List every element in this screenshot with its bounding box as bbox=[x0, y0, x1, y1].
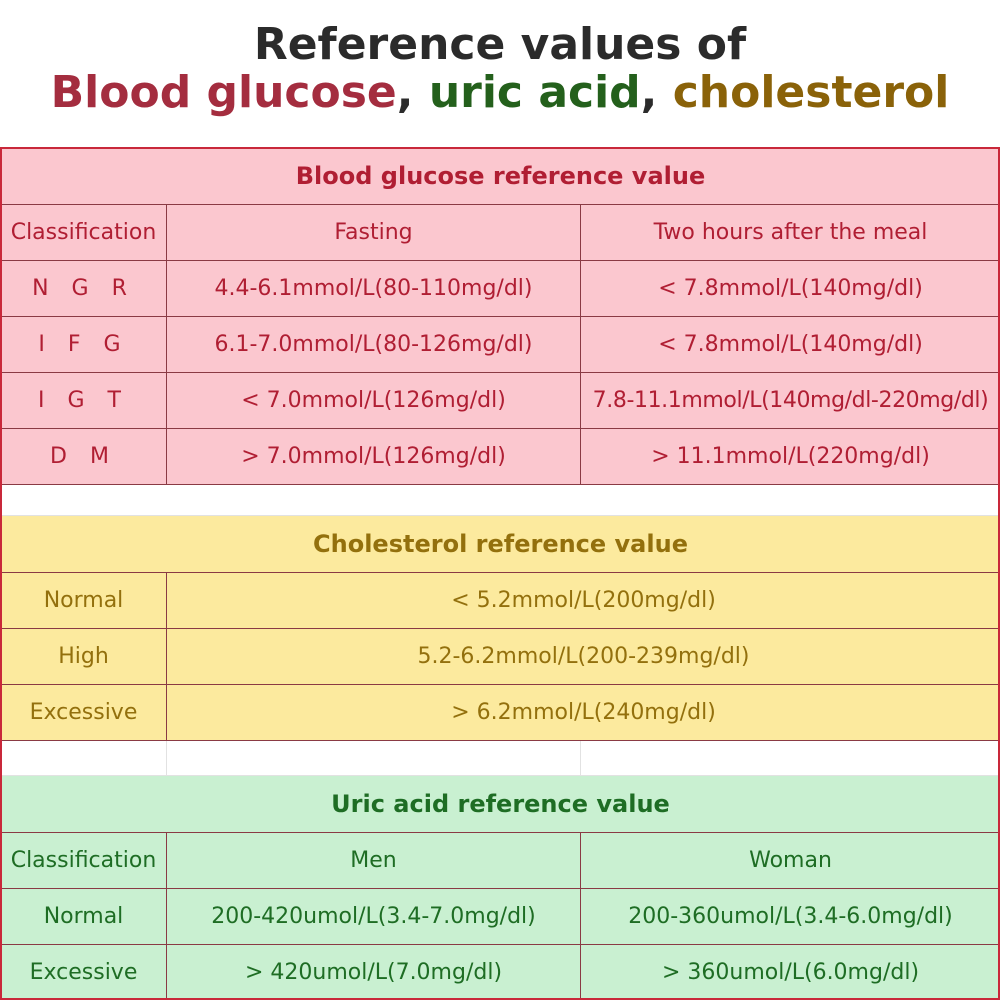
page-subtitle: Blood glucose, uric acid, cholesterol bbox=[0, 66, 1000, 120]
subtitle-separator: , bbox=[640, 67, 673, 118]
reference-table-frame: Blood glucose reference value Classifica… bbox=[0, 147, 1000, 1000]
subtitle-glucose: Blood glucose bbox=[50, 67, 397, 118]
table-row: I G T < 7.0mmol/L(126mg/dl) 7.8-11.1mmol… bbox=[0, 372, 1000, 429]
glucose-fasting-value: 4.4-6.1mmol/L(80-110mg/dl) bbox=[166, 260, 581, 317]
subtitle-separator: , bbox=[396, 67, 429, 118]
glucose-class-igt: I G T bbox=[0, 372, 167, 429]
glucose-class-ifg: I F G bbox=[0, 316, 167, 373]
glucose-fasting-value: > 7.0mmol/L(126mg/dl) bbox=[166, 428, 581, 485]
table-row: Excessive > 420umol/L(7.0mg/dl) > 360umo… bbox=[0, 944, 1000, 1000]
section-spacer bbox=[0, 740, 1000, 776]
table-row: I F G 6.1-7.0mmol/L(80-126mg/dl) < 7.8mm… bbox=[0, 316, 1000, 373]
uric-class-excessive: Excessive bbox=[0, 944, 167, 1000]
glucose-after-meal-value: < 7.8mmol/L(140mg/dl) bbox=[580, 316, 1000, 373]
glucose-class-dm: D M bbox=[0, 428, 167, 485]
uric-men-value: > 420umol/L(7.0mg/dl) bbox=[166, 944, 581, 1000]
table-row: Normal < 5.2mmol/L(200mg/dl) bbox=[0, 572, 1000, 629]
glucose-fasting-value: < 7.0mmol/L(126mg/dl) bbox=[166, 372, 581, 429]
glucose-section-title: Blood glucose reference value bbox=[0, 147, 1000, 205]
uric-header-classification: Classification bbox=[0, 832, 167, 889]
cholesterol-value: 5.2-6.2mmol/L(200-239mg/dl) bbox=[166, 628, 1000, 685]
cholesterol-value: < 5.2mmol/L(200mg/dl) bbox=[166, 572, 1000, 629]
cholesterol-title-row: Cholesterol reference value bbox=[0, 515, 1000, 573]
reference-table: Blood glucose reference value Classifica… bbox=[0, 147, 1000, 1000]
glucose-header-classification: Classification bbox=[0, 204, 167, 261]
glucose-title-row: Blood glucose reference value bbox=[0, 147, 1000, 205]
uric-title-row: Uric acid reference value bbox=[0, 775, 1000, 833]
glucose-class-ngr: N G R bbox=[0, 260, 167, 317]
spacer-cell bbox=[0, 484, 1000, 516]
uric-header-woman: Woman bbox=[580, 832, 1000, 889]
cholesterol-class-normal: Normal bbox=[0, 572, 167, 629]
table-row: Normal 200-420umol/L(3.4-7.0mg/dl) 200-3… bbox=[0, 888, 1000, 945]
section-spacer bbox=[0, 484, 1000, 516]
uric-class-normal: Normal bbox=[0, 888, 167, 945]
cholesterol-section-title: Cholesterol reference value bbox=[0, 515, 1000, 573]
table-row: Excessive > 6.2mmol/L(240mg/dl) bbox=[0, 684, 1000, 741]
uric-header-men: Men bbox=[166, 832, 581, 889]
cholesterol-value: > 6.2mmol/L(240mg/dl) bbox=[166, 684, 1000, 741]
glucose-after-meal-value: 7.8-11.1mmol/L(140mg/dl-220mg/dl) bbox=[580, 372, 1000, 429]
uric-woman-value: 200-360umol/L(3.4-6.0mg/dl) bbox=[580, 888, 1000, 945]
glucose-fasting-value: 6.1-7.0mmol/L(80-126mg/dl) bbox=[166, 316, 581, 373]
glucose-after-meal-value: < 7.8mmol/L(140mg/dl) bbox=[580, 260, 1000, 317]
uric-header-row: Classification Men Woman bbox=[0, 832, 1000, 889]
uric-section-title: Uric acid reference value bbox=[0, 775, 1000, 833]
table-row: N G R 4.4-6.1mmol/L(80-110mg/dl) < 7.8mm… bbox=[0, 260, 1000, 317]
glucose-header-fasting: Fasting bbox=[166, 204, 581, 261]
spacer-cell bbox=[166, 740, 581, 776]
uric-men-value: 200-420umol/L(3.4-7.0mg/dl) bbox=[166, 888, 581, 945]
table-row: High 5.2-6.2mmol/L(200-239mg/dl) bbox=[0, 628, 1000, 685]
subtitle-uric-acid: uric acid bbox=[428, 67, 641, 118]
glucose-after-meal-value: > 11.1mmol/L(220mg/dl) bbox=[580, 428, 1000, 485]
spacer-cell bbox=[0, 740, 167, 776]
cholesterol-class-high: High bbox=[0, 628, 167, 685]
uric-woman-value: > 360umol/L(6.0mg/dl) bbox=[580, 944, 1000, 1000]
subtitle-cholesterol: cholesterol bbox=[672, 67, 950, 118]
glucose-header-row: Classification Fasting Two hours after t… bbox=[0, 204, 1000, 261]
glucose-header-after-meal: Two hours after the meal bbox=[580, 204, 1000, 261]
page-title: Reference values of bbox=[253, 19, 747, 70]
table-row: D M > 7.0mmol/L(126mg/dl) > 11.1mmol/L(2… bbox=[0, 428, 1000, 485]
cholesterol-class-excessive: Excessive bbox=[0, 684, 167, 741]
spacer-cell bbox=[580, 740, 1000, 776]
